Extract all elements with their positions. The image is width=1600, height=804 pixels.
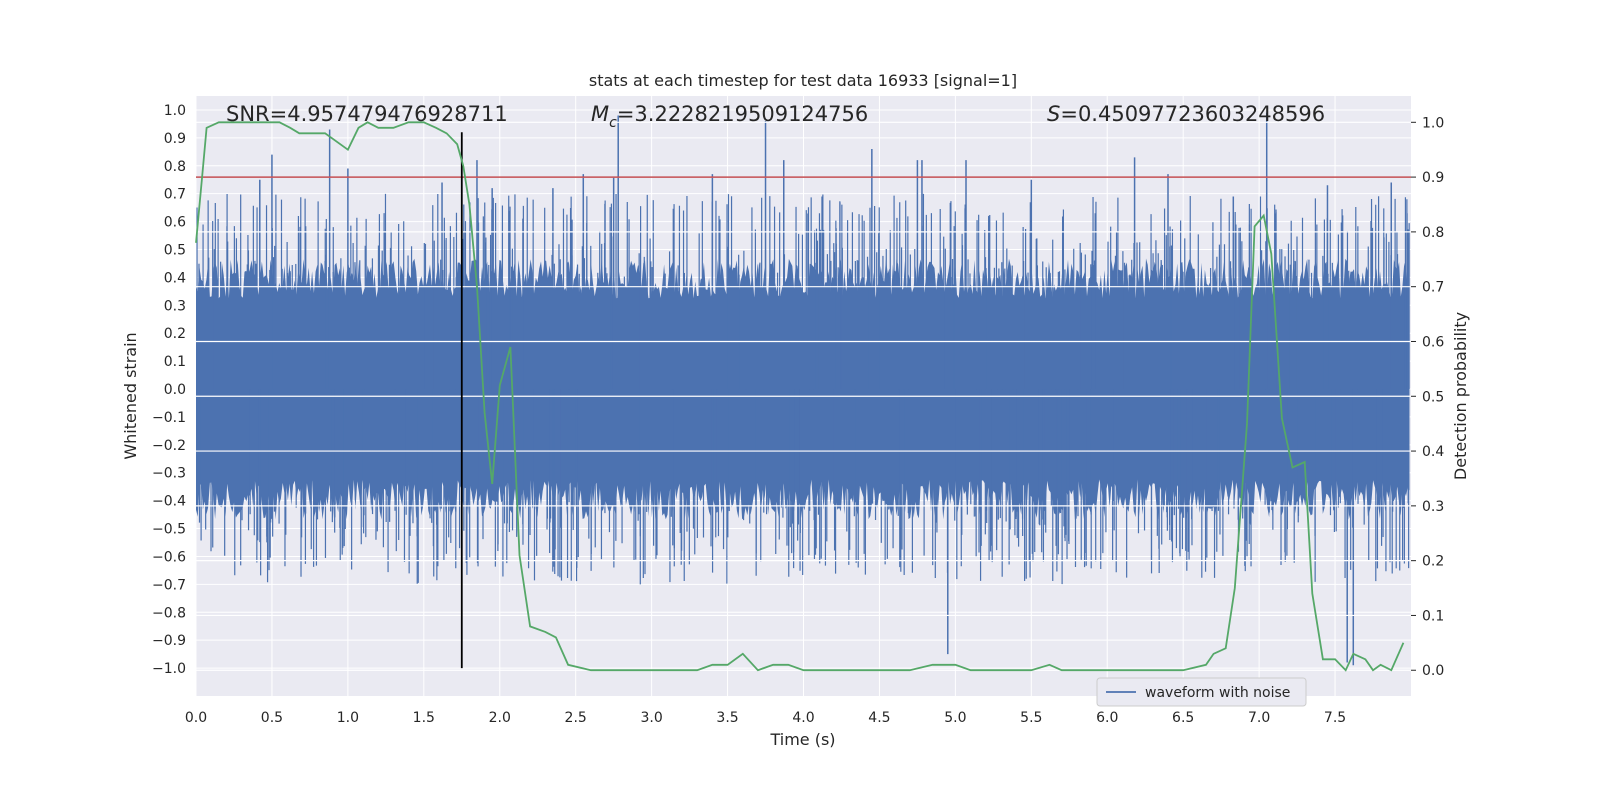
y-tick-label: 0.8 (164, 159, 186, 175)
y-tick-label: 1.0 (164, 103, 186, 119)
x-tick-label: 7.0 (1248, 710, 1270, 726)
y-tick-label: 0.0 (164, 382, 186, 398)
x-tick-label: 7.5 (1324, 710, 1346, 726)
y2-tick-label: 0.6 (1422, 334, 1444, 350)
y2-tick-label: 0.8 (1422, 225, 1444, 241)
waveform-spikes (196, 112, 1410, 666)
y-tick-label: −1.0 (152, 661, 186, 677)
y2-tick-label: 0.1 (1422, 608, 1444, 624)
y-tick-label: 0.9 (164, 131, 186, 147)
x-tick-label: 6.0 (1096, 710, 1118, 726)
y2-tick-label: 0.4 (1422, 444, 1444, 460)
x-tick-label: 4.5 (868, 710, 890, 726)
y-tick-label: 0.6 (164, 215, 186, 231)
y-tick-label: −0.5 (152, 522, 186, 538)
x-tick-label: 1.5 (413, 710, 435, 726)
y-tick-label: −0.6 (152, 549, 186, 565)
y2-axis-ticks: 1.0 0.9 0.8 0.7 0.6 0.5 0.4 0.3 0.2 0.1 0.0 (1411, 115, 1444, 679)
y-tick-label: −0.1 (152, 410, 186, 426)
x-axis-ticks: 0.0 0.5 1.0 1.5 2.0 2.5 3.0 3.5 4.0 4.5 5.0 5.5 6.0 6… (185, 710, 1346, 726)
y-tick-label: −0.2 (152, 438, 186, 454)
right-axis-gridlines (196, 121, 1411, 671)
mc-subscript: c (609, 115, 617, 131)
y2-tick-label: 0.0 (1422, 663, 1444, 679)
x-tick-label: 0.5 (261, 710, 283, 726)
x-tick-label: 3.0 (640, 710, 662, 726)
s-value: =0.45097723603248596 (1060, 102, 1325, 126)
y2-tick-label: 1.0 (1422, 115, 1444, 131)
x-tick-label: 6.5 (1172, 710, 1194, 726)
x-tick-label: 2.0 (489, 710, 511, 726)
s-symbol: S (1047, 102, 1060, 126)
y2-tick-label: 0.3 (1422, 499, 1444, 515)
y-tick-label: 0.3 (164, 298, 186, 314)
y-axis-label: Whitened strain (121, 332, 140, 459)
y-tick-label: 0.2 (164, 326, 186, 342)
y-tick-label: 0.1 (164, 354, 186, 370)
y2-tick-label: 0.9 (1422, 170, 1444, 186)
x-tick-label: 5.5 (1020, 710, 1042, 726)
y2-tick-label: 0.5 (1422, 389, 1444, 405)
y-tick-label: −0.7 (152, 577, 186, 593)
y-tick-label: −0.8 (152, 605, 186, 621)
detection-probability-line (195, 121, 1405, 672)
y-tick-label: 0.7 (164, 187, 186, 203)
legend: waveform with noise (1096, 677, 1307, 707)
y-tick-label: −0.3 (152, 466, 186, 482)
x-axis-label: Time (s) (769, 730, 835, 749)
mc-annotation: Mc=3.2228219509124756 (591, 102, 868, 131)
y-axis-ticks: 1.0 0.9 0.8 0.7 0.6 0.5 0.4 0.3 0.2 0.1 0.0 −0.1 −0.… (152, 103, 186, 677)
mc-symbol: M (591, 102, 609, 126)
y-tick-label: −0.9 (152, 633, 186, 649)
y2-tick-label: 0.7 (1422, 280, 1444, 296)
legend-box (1096, 677, 1307, 707)
chart-title: stats at each timestep for test data 169… (589, 71, 1017, 90)
mc-value: =3.2228219509124756 (617, 102, 868, 126)
x-tick-label: 5.0 (944, 710, 966, 726)
y-tick-label: −0.4 (152, 494, 186, 510)
x-tick-label: 2.5 (565, 710, 587, 726)
legend-label: waveform with noise (1145, 685, 1290, 701)
y-tick-label: 0.4 (164, 270, 186, 286)
snr-annotation: SNR=4.957479476928711 (226, 102, 508, 126)
x-tick-label: 1.0 (337, 710, 359, 726)
x-tick-label: 0.0 (185, 710, 207, 726)
s-annotation: S=0.45097723603248596 (1047, 102, 1325, 126)
x-tick-label: 3.5 (716, 710, 738, 726)
x-tick-label: 4.0 (792, 710, 814, 726)
y2-tick-label: 0.2 (1422, 554, 1444, 570)
y-tick-label: 0.5 (164, 242, 186, 258)
y2-axis-label: Detection probability (1451, 312, 1470, 480)
